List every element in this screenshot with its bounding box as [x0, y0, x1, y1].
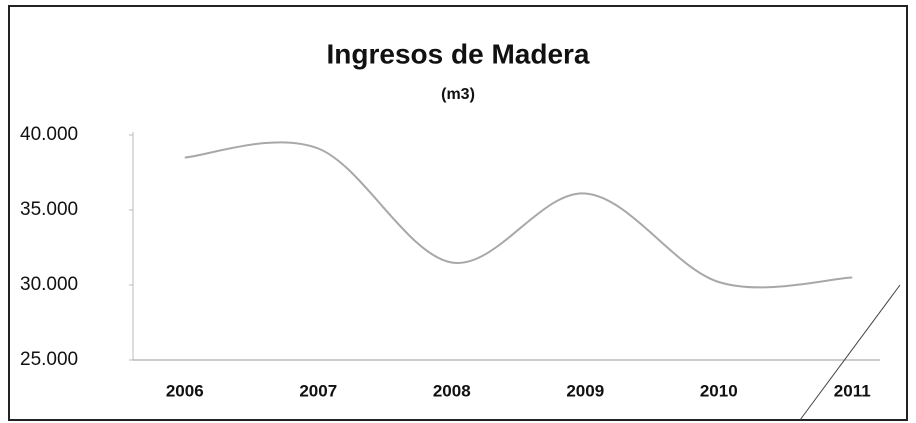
x-tick-label: 2011 — [834, 381, 871, 400]
stamp — [799, 284, 901, 421]
x-tick-label: 2007 — [299, 381, 337, 400]
y-tick-label: 40.000 — [20, 124, 78, 145]
x-tick-label: 2010 — [700, 381, 738, 400]
y-tick-label: 25.000 — [20, 349, 78, 370]
chart-border — [8, 5, 908, 421]
x-tick-label: 2008 — [433, 381, 471, 400]
y-tick-label: 30.000 — [20, 274, 78, 295]
line-series — [184, 141, 853, 289]
x-tick-label: 2006 — [166, 381, 204, 400]
y-tick-label: 35.000 — [20, 199, 78, 220]
chart-title: Ingresos de Madera — [327, 38, 590, 69]
x-tick-label: 2009 — [566, 381, 604, 400]
chart-subtitle: (m3) — [441, 86, 475, 103]
